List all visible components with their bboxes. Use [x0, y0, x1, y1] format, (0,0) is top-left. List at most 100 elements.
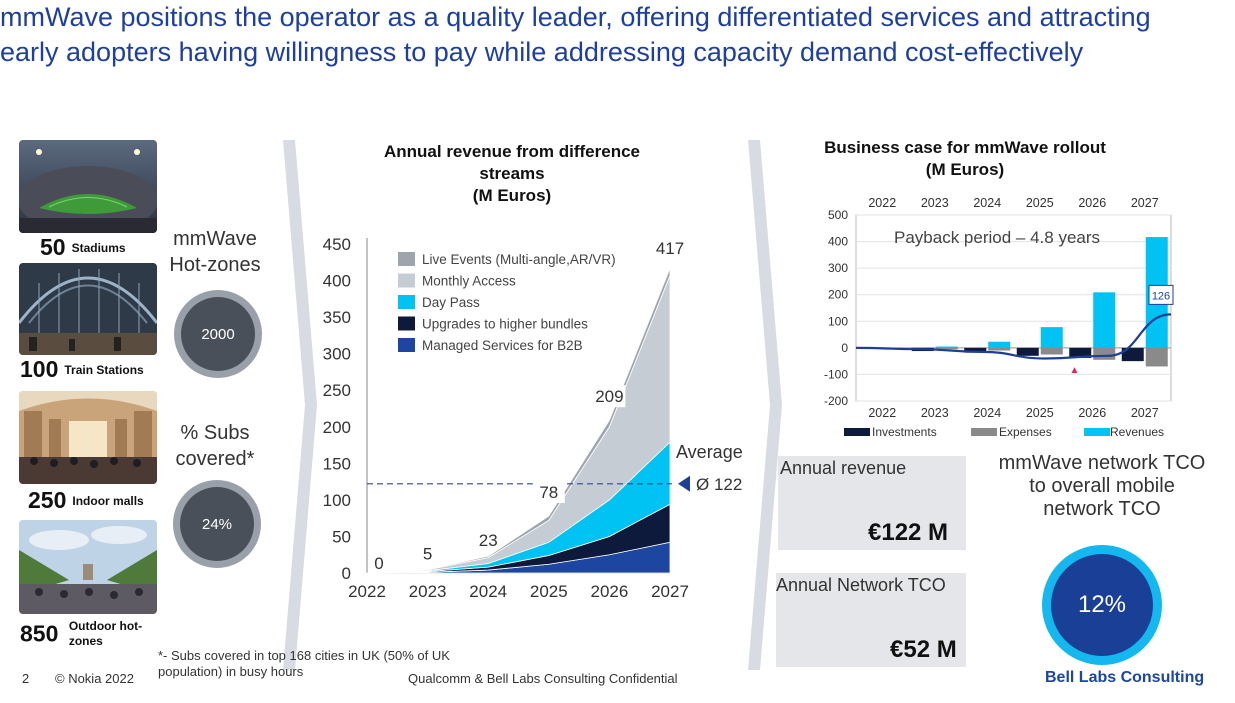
legend-swatch-monthly-access [398, 273, 415, 288]
tco-ratio-value: 12% [1051, 554, 1153, 656]
y-tick-label: 300 [323, 345, 351, 364]
total-label-bg [593, 385, 626, 408]
y-tick-label: 400 [323, 272, 351, 291]
x-tick-label-top: 2025 [1026, 196, 1054, 210]
y-tick-label: 0 [841, 341, 848, 355]
subs-heading: % Subs covered* [175, 422, 255, 470]
annual-revenue-label: Annual revenue [780, 458, 907, 478]
x-tick-label: 2025 [530, 582, 568, 601]
x-tick-label: 2027 [651, 582, 689, 601]
legend-label-day-pass: Day Pass [422, 295, 480, 310]
bar-revenues-2026 [1093, 292, 1116, 348]
y-tick-label: 50 [332, 527, 351, 546]
revenue-chart-title: Annual revenue from difference streams (… [383, 142, 640, 205]
legend-swatch-expenses [971, 428, 997, 436]
stadium-photo [19, 140, 157, 233]
annual-revenue-value: €122 M [868, 519, 949, 546]
bar-revenues-2023 [935, 346, 958, 348]
annual-tco-box [776, 573, 966, 667]
y-tick-label: 400 [828, 235, 848, 249]
legend-label-monthly-access: Monthly Access [422, 274, 516, 289]
x-tick-label: 2022 [868, 406, 896, 420]
train-station-photo [19, 263, 157, 355]
x-tick-label-top: 2027 [1131, 196, 1159, 210]
hotzone-train-stations: 100 Train Stations [20, 356, 144, 382]
average-label: Average [676, 442, 743, 462]
x-tick-label-top: 2026 [1078, 196, 1106, 210]
y-tick-label: 500 [828, 208, 848, 222]
y-tick-label: 100 [828, 314, 848, 328]
legend-swatch-upgrades-to-higher-bundles [398, 316, 415, 331]
bar-revenues-2024 [988, 341, 1011, 348]
legend-swatch-live-events-multi-angle-ar-vr [398, 252, 415, 266]
page-title: mmWave positions the operator as a quali… [0, 2, 1151, 67]
x-tick-label-top: 2022 [868, 196, 896, 210]
total-label-2026: 209 [595, 387, 623, 406]
x-tick-label: 2027 [1131, 406, 1159, 420]
outdoor-hotzone-photo [19, 520, 157, 614]
bar-expenses-2023 [935, 347, 958, 350]
legend-label-live-events-multi-angle-ar-vr: Live Events (Multi-angle,AR/VR) [422, 252, 616, 267]
business-case-bar-chart: -200 -100 0 100 200 300 400 500 2022 2022 2023 2023… [824, 196, 1174, 439]
legend-swatch-revenues [1084, 428, 1110, 436]
cumulative-cashflow-line [855, 313, 1172, 360]
brand-label: Bell Labs Consulting [1045, 669, 1205, 686]
hotzone-indoor-malls: 250 Indoor malls [28, 487, 144, 513]
indoor-mall-photo [19, 391, 157, 484]
bar-revenues-2025 [1040, 327, 1063, 348]
bar-expenses-2025 [1040, 347, 1063, 355]
legend-label-upgrades-to-higher-bundles: Upgrades to higher bundles [422, 317, 588, 332]
y-tick-label: 100 [323, 491, 351, 510]
x-tick-label: 2025 [1026, 406, 1054, 420]
total-label-2024: 23 [479, 531, 498, 550]
subs-circle: 24% [173, 480, 261, 568]
total-label-bg [532, 480, 565, 503]
tco-ratio-heading: mmWave network TCO to overall mobile netwo… [998, 452, 1206, 520]
bar-expenses-2027 [1145, 347, 1168, 367]
hotzone-stadiums: 50 Stadiums [40, 234, 126, 260]
legend-swatch-day-pass [398, 295, 415, 309]
annual-tco-label: Annual Network TCO [776, 575, 946, 595]
x-tick-label: 2026 [1078, 406, 1106, 420]
bar-investments-2027 [1121, 347, 1144, 362]
footnote: *- Subs covered in top 168 cities in UK … [158, 648, 450, 679]
x-tick-label: 2023 [921, 406, 949, 420]
legend-label-revenues: Revenues [1110, 425, 1164, 439]
x-tick-label: 2024 [469, 582, 507, 601]
hotzones-value: 2000 [181, 297, 255, 371]
x-tick-label: 2024 [973, 406, 1001, 420]
legend-label-investments: Investments [872, 425, 937, 439]
legend-label-expenses: Expenses [999, 425, 1052, 439]
total-label-2022: 0 [374, 554, 383, 573]
annual-revenue-box [778, 456, 966, 550]
page-number: 2 [22, 671, 30, 686]
bar-expenses-2026 [1093, 347, 1116, 360]
confidential-notice: Qualcomm & Bell Labs Consulting Confiden… [408, 671, 678, 686]
payback-marker [1071, 367, 1078, 374]
hotzones-circle: 2000 [174, 290, 262, 378]
hotzones-heading: mmWave Hot-zones [169, 228, 261, 276]
line-end-label-box [1148, 284, 1174, 305]
total-label-2027: 417 [656, 239, 684, 258]
legend-swatch-managed-services-for-b2b [398, 338, 415, 352]
y-tick-label: 150 [323, 454, 351, 473]
copyright: © Nokia 2022 [55, 671, 134, 686]
tco-ratio-circle: 12% [1042, 545, 1162, 665]
subs-value: 24% [180, 487, 254, 561]
x-tick-label-top: 2024 [973, 196, 1001, 210]
annual-tco-value: €52 M [890, 636, 957, 663]
bar-investments-2026 [1069, 347, 1092, 358]
x-tick-label-top: 2023 [921, 196, 949, 210]
y-tick-label: 200 [323, 418, 351, 437]
y-tick-label: 300 [828, 261, 848, 275]
y-tick-label: 350 [323, 308, 351, 327]
y-tick-label: -100 [824, 367, 848, 381]
average-value-label: Ø 122 [696, 475, 742, 494]
average-marker [678, 475, 690, 492]
x-tick-label: 2022 [348, 582, 386, 601]
y-tick-label: 200 [828, 288, 848, 302]
payback-annotation: Payback period – 4.8 years [894, 228, 1100, 247]
x-tick-label: 2026 [590, 582, 628, 601]
y-tick-label: 0 [342, 564, 351, 583]
total-label-2023: 5 [423, 544, 432, 563]
